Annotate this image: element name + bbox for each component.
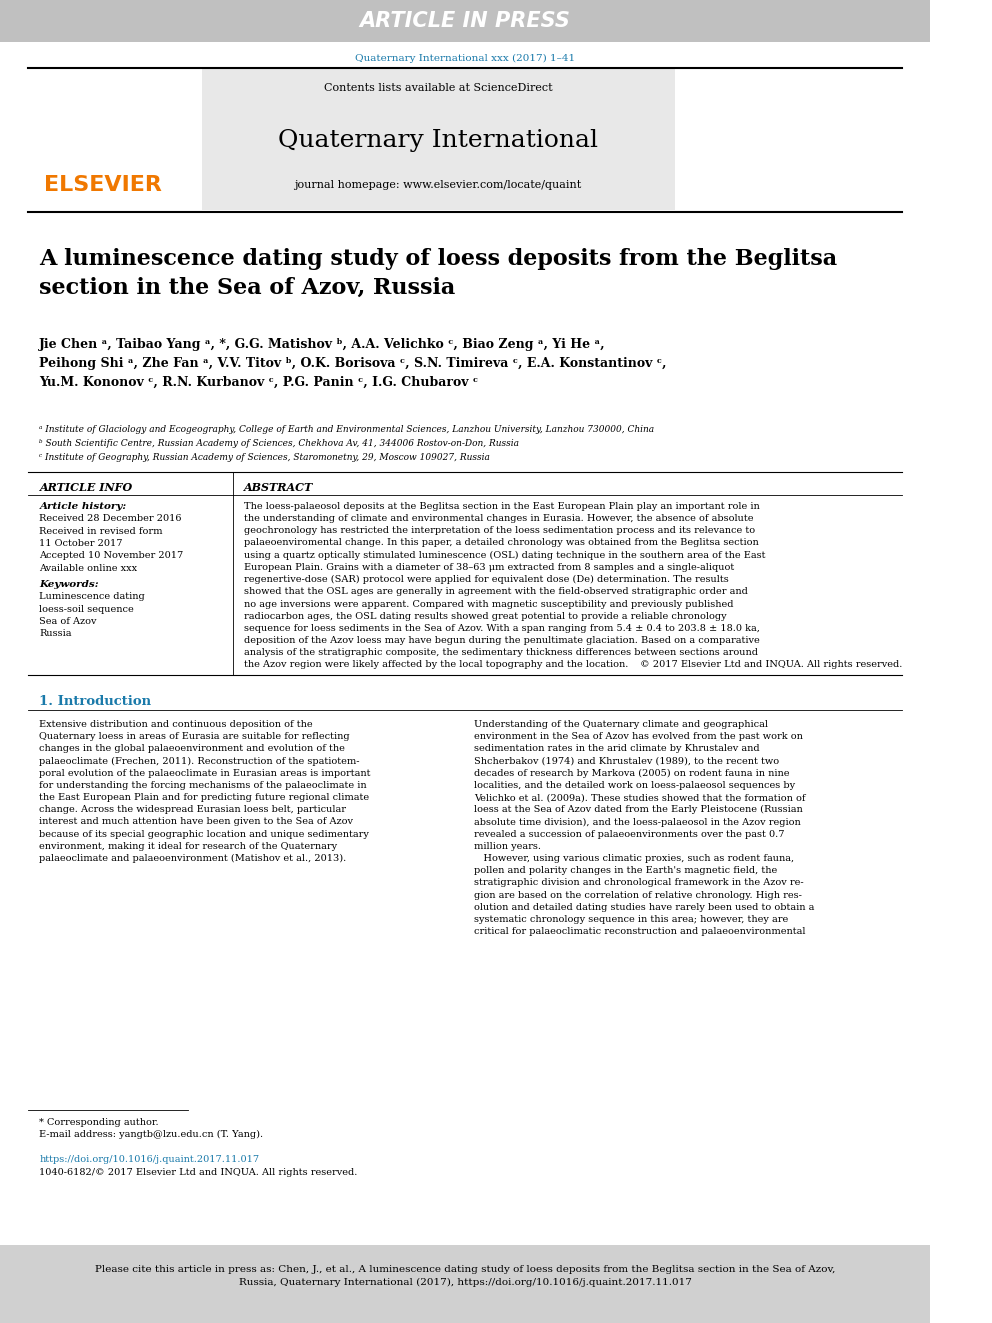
Text: ᵇ South Scientific Centre, Russian Academy of Sciences, Chekhova Av, 41, 344006 : ᵇ South Scientific Centre, Russian Acade… <box>40 439 520 448</box>
Text: A luminescence dating study of loess deposits from the Beglitsa
section in the S: A luminescence dating study of loess dep… <box>40 247 837 299</box>
Text: https://doi.org/10.1016/j.quaint.2017.11.017: https://doi.org/10.1016/j.quaint.2017.11… <box>40 1155 260 1164</box>
Bar <box>0 1245 930 1323</box>
Text: Keywords:: Keywords: <box>40 579 99 589</box>
Text: ABSTRACT: ABSTRACT <box>244 482 313 493</box>
Text: ARTICLE IN PRESS: ARTICLE IN PRESS <box>360 11 570 30</box>
Text: 1040-6182/© 2017 Elsevier Ltd and INQUA. All rights reserved.: 1040-6182/© 2017 Elsevier Ltd and INQUA.… <box>40 1168 358 1177</box>
Bar <box>0 0 930 42</box>
Text: Understanding of the Quaternary climate and geographical
environment in the Sea : Understanding of the Quaternary climate … <box>474 720 814 937</box>
Text: * Corresponding author.: * Corresponding author. <box>40 1118 159 1127</box>
Text: ARTICLE INFO: ARTICLE INFO <box>40 482 133 493</box>
Text: Quaternary International: Quaternary International <box>278 128 598 152</box>
Text: 1. Introduction: 1. Introduction <box>40 695 152 708</box>
Text: Luminescence dating
loess-soil sequence
Sea of Azov
Russia: Luminescence dating loess-soil sequence … <box>40 591 145 639</box>
Text: The loess-palaeosol deposits at the Beglitsa section in the East European Plain : The loess-palaeosol deposits at the Begl… <box>244 501 765 669</box>
Text: Received 28 December 2016
Received in revised form
11 October 2017
Accepted 10 N: Received 28 December 2016 Received in re… <box>40 515 184 573</box>
Text: ᶜ Institute of Geography, Russian Academy of Sciences, Staromonetny, 29, Moscow : ᶜ Institute of Geography, Russian Academ… <box>40 452 490 462</box>
Text: Please cite this article in press as: Chen, J., et al., A luminescence dating st: Please cite this article in press as: Ch… <box>95 1265 835 1287</box>
Text: Jie Chen ᵃ, Taibao Yang ᵃ, *, G.G. Matishov ᵇ, A.A. Velichko ᶜ, Biao Zeng ᵃ, Yi : Jie Chen ᵃ, Taibao Yang ᵃ, *, G.G. Matis… <box>40 337 667 389</box>
Text: Extensive distribution and continuous deposition of the
Quaternary loess in area: Extensive distribution and continuous de… <box>40 720 371 863</box>
Text: journal homepage: www.elsevier.com/locate/quaint: journal homepage: www.elsevier.com/locat… <box>295 180 581 191</box>
Text: Contents lists available at ScienceDirect: Contents lists available at ScienceDirec… <box>323 83 553 93</box>
Bar <box>201 67 676 210</box>
Text: ᵃ Institute of Glaciology and Ecogeography, College of Earth and Environmental S: ᵃ Institute of Glaciology and Ecogeograp… <box>40 425 655 434</box>
Text: © 2017 Elsevier Ltd and INQUA. All rights reserved.: © 2017 Elsevier Ltd and INQUA. All right… <box>640 660 902 669</box>
Text: E-mail address: yangtb@lzu.edu.cn (T. Yang).: E-mail address: yangtb@lzu.edu.cn (T. Ya… <box>40 1130 264 1139</box>
Text: Quaternary International xxx (2017) 1–41: Quaternary International xxx (2017) 1–41 <box>355 53 575 62</box>
Text: Article history:: Article history: <box>40 501 127 511</box>
Text: ELSEVIER: ELSEVIER <box>45 175 162 194</box>
